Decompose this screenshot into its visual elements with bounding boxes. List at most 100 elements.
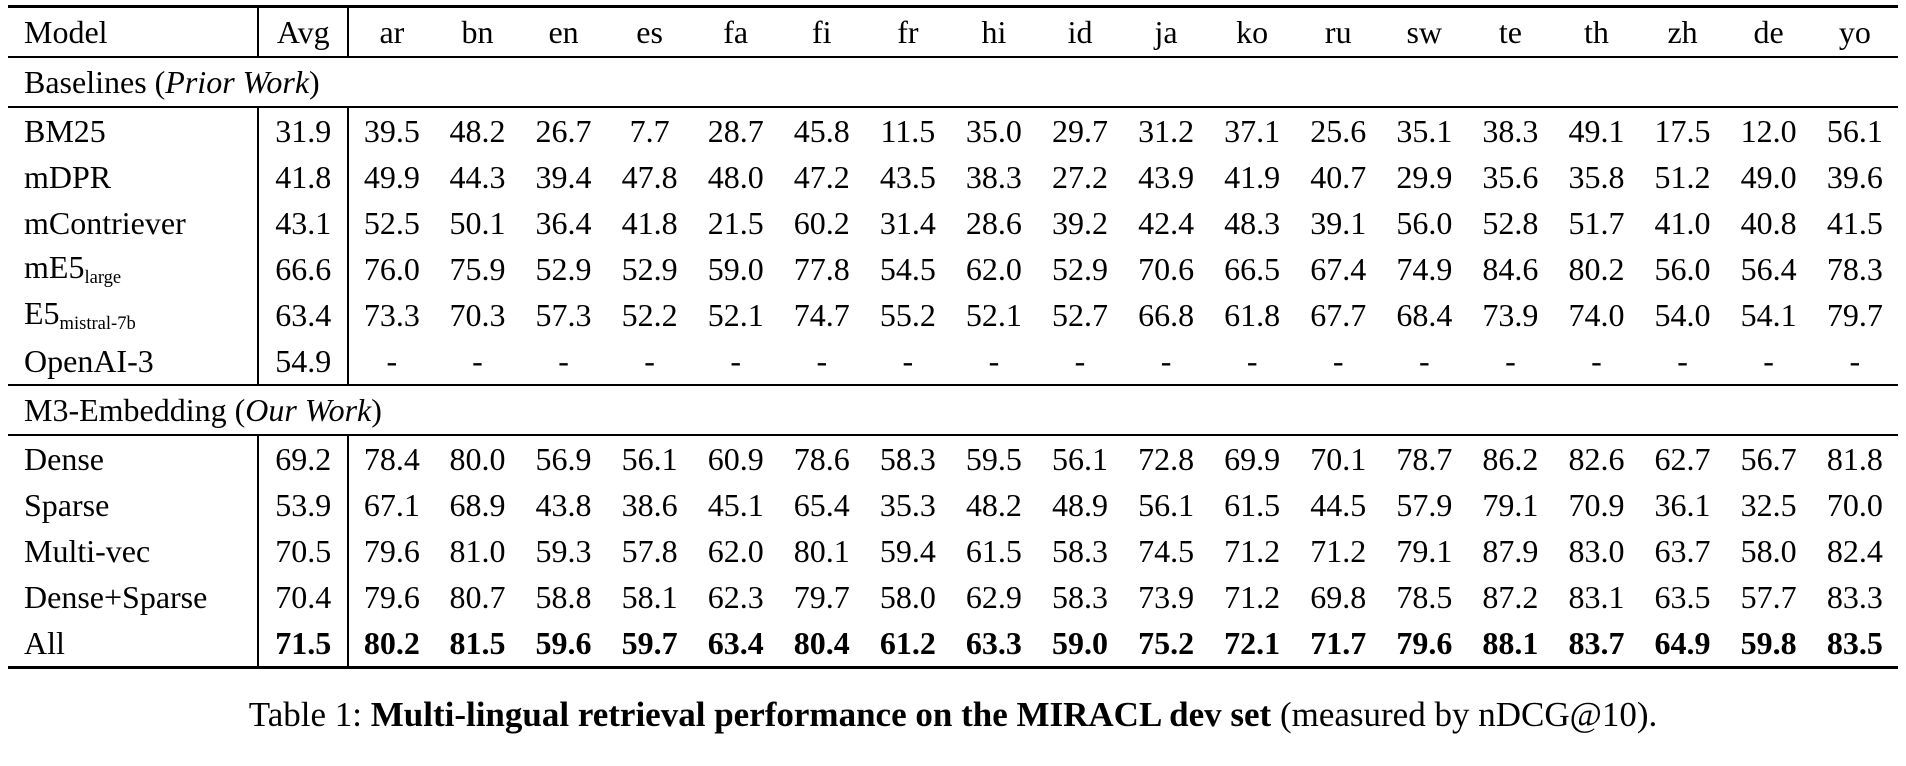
score-cell-fa: 28.7 bbox=[707, 112, 764, 149]
caption-prefix: Table 1: bbox=[248, 695, 371, 734]
score-cell-fr: 58.0 bbox=[879, 578, 936, 615]
score-cell-es: 56.1 bbox=[621, 440, 678, 477]
score-cell-th: 74.0 bbox=[1568, 296, 1625, 333]
model-cell: BM25 bbox=[8, 107, 260, 154]
score-cell-fa: 48.0 bbox=[707, 158, 764, 195]
caption-bold-title: Multi-lingual retrieval performance on t… bbox=[370, 695, 1272, 734]
score-cell-te: 88.1 bbox=[1482, 624, 1539, 661]
col-header-lang-th: th bbox=[1553, 6, 1640, 58]
table-row: Sparse 53.9 67.1 68.9 43.8 38.6 45.1 65.4 35.3 48… bbox=[8, 482, 1898, 528]
score-cell-bn: 48.2 bbox=[449, 112, 506, 149]
score-cell-de: 57.7 bbox=[1740, 578, 1797, 615]
score-cell-ja: 56.1 bbox=[1138, 486, 1195, 523]
score-cell-hi: - bbox=[988, 342, 1000, 379]
col-header-lang-es: es bbox=[606, 6, 693, 58]
score-cell-hi: 38.3 bbox=[965, 158, 1022, 195]
score-cell-bn: 75.9 bbox=[449, 250, 506, 287]
table-row: Dense 69.2 78.4 80.0 56.9 56.1 60.9 78.6 58.3 59.… bbox=[8, 435, 1898, 482]
score-cell-ru: 40.7 bbox=[1310, 158, 1367, 195]
score-cell-sw: 78.5 bbox=[1396, 578, 1453, 615]
score-cell-fr: - bbox=[902, 342, 914, 379]
score-cell-ru: 69.8 bbox=[1310, 578, 1367, 615]
col-header-lang-ru: ru bbox=[1295, 6, 1382, 58]
score-cell-hi: 62.0 bbox=[965, 250, 1022, 287]
score-cell-th: - bbox=[1591, 342, 1602, 379]
score-cell-zh: 62.7 bbox=[1654, 440, 1711, 477]
table-header-row: Model Avg ar bn en es fa fi fr hi id ja ko ru sw te th zh… bbox=[8, 6, 1898, 58]
score-cell-ko: 48.3 bbox=[1224, 204, 1281, 241]
score-cell-ar: 49.9 bbox=[363, 158, 420, 195]
score-cell-ko: 69.9 bbox=[1224, 440, 1281, 477]
score-cell-fa: 62.3 bbox=[707, 578, 764, 615]
col-header-lang-sw: sw bbox=[1381, 6, 1468, 58]
col-header-lang-ja: ja bbox=[1123, 6, 1210, 58]
score-cell-sw: 29.9 bbox=[1396, 158, 1453, 195]
score-cell-de: 40.8 bbox=[1740, 204, 1797, 241]
score-cell-ru: 71.2 bbox=[1310, 532, 1367, 569]
score-cell-id: 52.9 bbox=[1052, 250, 1108, 287]
col-header-lang-yo: yo bbox=[1811, 6, 1898, 58]
score-cell-hi: 28.6 bbox=[965, 204, 1022, 241]
score-cell-yo: 78.3 bbox=[1826, 250, 1883, 287]
score-cell-zh: 51.2 bbox=[1654, 158, 1711, 195]
score-cell-en: 56.9 bbox=[535, 440, 592, 477]
score-cell-ar: 73.3 bbox=[363, 296, 420, 333]
col-header-lang-fi: fi bbox=[778, 6, 865, 58]
score-cell-es: 47.8 bbox=[621, 158, 678, 195]
score-cell-sw: 78.7 bbox=[1396, 440, 1453, 477]
score-cell-ja: 42.4 bbox=[1138, 204, 1195, 241]
score-cell-de: - bbox=[1763, 342, 1774, 379]
score-cell-bn: 80.0 bbox=[449, 440, 506, 477]
score-cell-es: - bbox=[644, 342, 655, 379]
score-cell-ko: 61.8 bbox=[1224, 296, 1281, 333]
score-cell-fi: 80.1 bbox=[793, 532, 850, 569]
score-cell-fi: 79.7 bbox=[793, 578, 850, 615]
model-cell: mDPR bbox=[8, 154, 260, 200]
score-cell-bn: 80.7 bbox=[449, 578, 506, 615]
score-cell-id: 58.3 bbox=[1052, 532, 1108, 569]
score-cell-id: 27.2 bbox=[1052, 158, 1108, 195]
model-cell: mE5large bbox=[8, 246, 260, 292]
score-cell-te: 35.6 bbox=[1482, 158, 1539, 195]
score-cell-fr: 31.4 bbox=[879, 204, 936, 241]
score-cell-en: 26.7 bbox=[535, 112, 592, 149]
score-cell-zh: 63.7 bbox=[1654, 532, 1711, 569]
score-cell-id: 52.7 bbox=[1052, 296, 1108, 333]
score-cell-fa: 62.0 bbox=[707, 532, 764, 569]
score-cell-fr: 35.3 bbox=[879, 486, 936, 523]
model-cell: Multi-vec bbox=[8, 528, 260, 574]
score-cell-de: 56.4 bbox=[1740, 250, 1797, 287]
score-cell-ja: 43.9 bbox=[1138, 158, 1195, 195]
score-cell-es: 57.8 bbox=[621, 532, 678, 569]
avg-score-cell: 43.1 bbox=[258, 200, 350, 246]
score-cell-hi: 48.2 bbox=[965, 486, 1022, 523]
score-cell-ar: 39.5 bbox=[363, 112, 420, 149]
score-cell-ar: 52.5 bbox=[363, 204, 420, 241]
score-cell-en: 59.6 bbox=[535, 624, 592, 661]
col-header-model: Model bbox=[8, 6, 260, 58]
score-cell-de: 58.0 bbox=[1740, 532, 1797, 569]
score-cell-hi: 61.5 bbox=[965, 532, 1022, 569]
score-cell-te: 38.3 bbox=[1482, 112, 1539, 149]
score-cell-yo: 41.5 bbox=[1826, 204, 1883, 241]
score-cell-ko: 71.2 bbox=[1224, 578, 1281, 615]
score-cell-ar: - bbox=[386, 342, 398, 379]
score-cell-hi: 63.3 bbox=[965, 624, 1022, 661]
score-cell-ja: 72.8 bbox=[1138, 440, 1195, 477]
score-cell-sw: - bbox=[1418, 342, 1430, 379]
score-cell-zh: 64.9 bbox=[1654, 624, 1711, 661]
score-cell-fr: 61.2 bbox=[879, 624, 936, 661]
score-cell-yo: 56.1 bbox=[1826, 112, 1883, 149]
score-cell-fr: 54.5 bbox=[879, 250, 936, 287]
score-cell-id: - bbox=[1074, 342, 1086, 379]
model-cell: mContriever bbox=[8, 200, 260, 246]
score-cell-fr: 58.3 bbox=[879, 440, 936, 477]
section-header-row: Baselines (Prior Work) bbox=[8, 56, 1898, 108]
score-cell-de: 32.5 bbox=[1740, 486, 1797, 523]
score-cell-en: 57.3 bbox=[535, 296, 592, 333]
col-header-lang-id: id bbox=[1036, 6, 1124, 58]
section-header-row: M3-Embedding (Our Work) bbox=[8, 384, 1898, 436]
score-cell-de: 54.1 bbox=[1740, 296, 1797, 333]
score-cell-id: 58.3 bbox=[1052, 578, 1108, 615]
score-cell-de: 59.8 bbox=[1740, 624, 1797, 661]
